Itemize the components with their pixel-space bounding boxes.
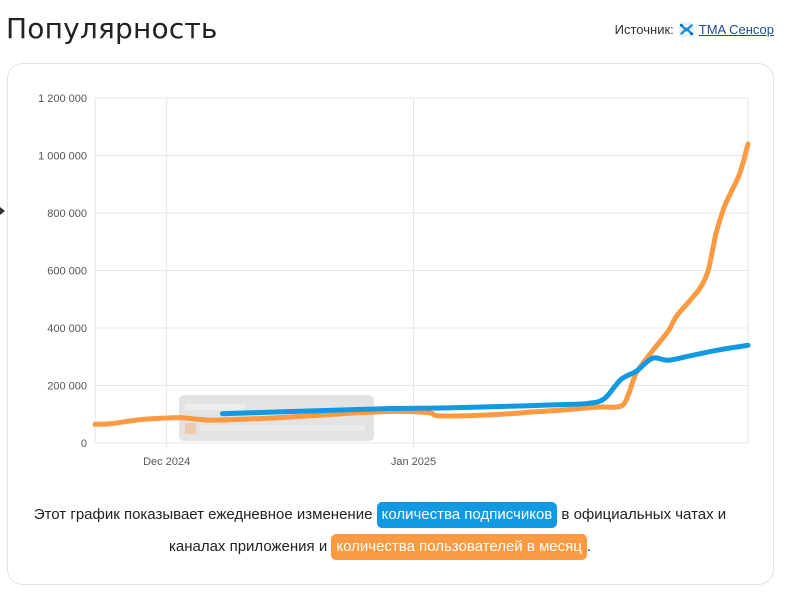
- chart-card: [7, 63, 774, 585]
- x-tick-label: Dec 2024: [143, 456, 190, 468]
- y-tick-label: 0: [81, 438, 87, 450]
- source-link[interactable]: TMA Сенсор: [698, 22, 774, 37]
- source-attribution: Источник: TMA Сенсор: [615, 21, 774, 38]
- caption-text-1: Этот график показывает ежедневное измене…: [33, 506, 377, 523]
- page-title: Популярность: [6, 12, 218, 45]
- mau-legend-pill[interactable]: количества пользователей в месяц: [331, 534, 587, 560]
- source-label: Источник:: [614, 22, 674, 37]
- collapse-arrow-icon[interactable]: [0, 207, 5, 215]
- subscribers-series-line: [219, 342, 751, 417]
- chart-caption: Этот график показывает ежедневное измене…: [30, 499, 730, 563]
- y-tick-label: 400 000: [47, 323, 87, 335]
- mau-series-line: [92, 141, 751, 427]
- caption-text-2: в официальных чатах и каналах приложения…: [168, 506, 727, 555]
- y-tick-label: 600 000: [47, 266, 87, 278]
- y-tick-label: 1 000 000: [38, 151, 87, 163]
- tma-sensor-logo-icon[interactable]: [678, 21, 695, 38]
- y-tick-label: 1 200 000: [38, 93, 87, 105]
- y-tick-label: 200 000: [47, 381, 87, 393]
- subscribers-legend-pill[interactable]: количества подписчиков: [376, 502, 558, 528]
- caption-text-3: .: [586, 538, 592, 555]
- y-tick-label: 800 000: [47, 208, 87, 220]
- x-tick-label: Jan 2025: [391, 456, 436, 468]
